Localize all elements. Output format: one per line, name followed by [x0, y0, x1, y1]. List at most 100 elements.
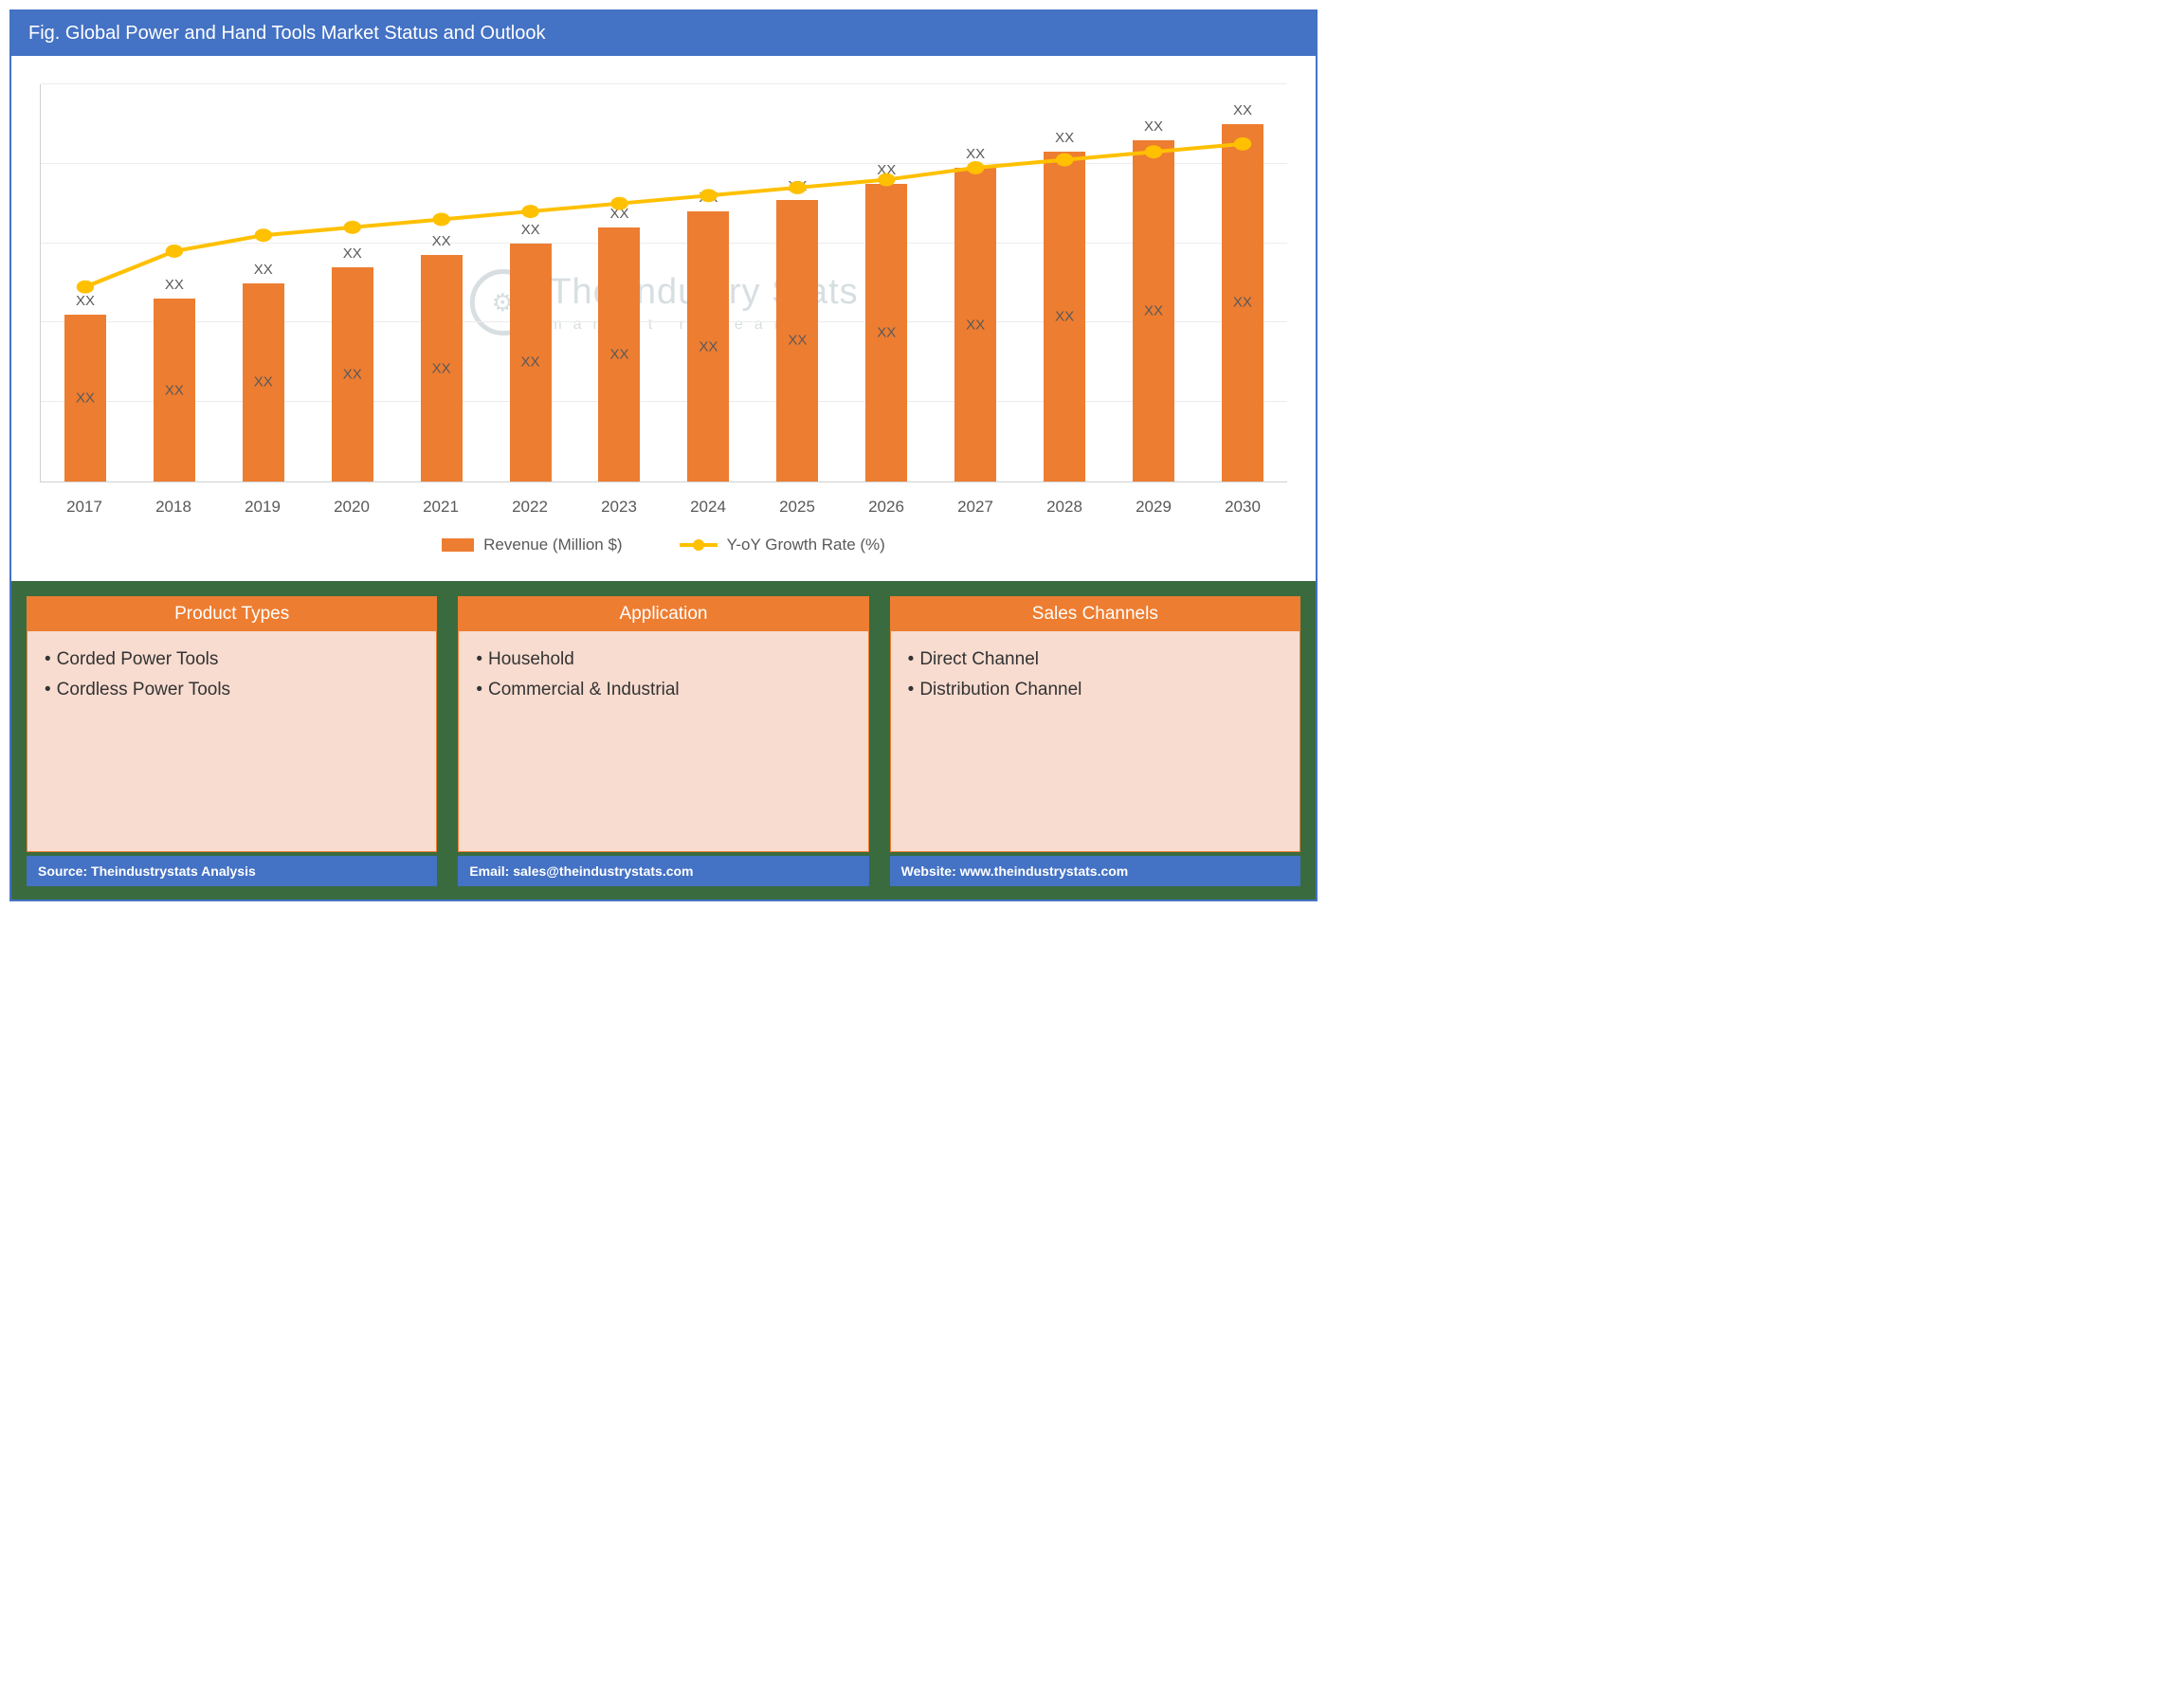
chart-region: ⚙ The Industry Stats market research XXX…	[11, 56, 1316, 581]
x-axis-year: 2025	[753, 490, 842, 517]
category-panels: Product TypesCorded Power ToolsCordless …	[11, 581, 1316, 856]
legend-revenue: Revenue (Million $)	[442, 536, 622, 554]
bar-column: XX XX	[842, 84, 931, 482]
bar-top-label: XX	[877, 162, 896, 178]
bar-column: XX XX	[486, 84, 575, 482]
footer-cell: Source: Theindustrystats Analysis	[27, 856, 437, 886]
line-swatch-icon	[680, 538, 718, 552]
panel-list: Corded Power ToolsCordless Power Tools	[27, 631, 436, 719]
bar-value-label: XX	[1133, 302, 1174, 318]
bar-top-label: XX	[609, 206, 628, 222]
bar-value-label: XX	[598, 346, 640, 362]
x-axis-year: 2020	[307, 490, 396, 517]
bar-value-label: XX	[954, 317, 996, 333]
panel-title: Application	[459, 597, 867, 631]
bar-column: XX XX	[1198, 84, 1287, 482]
revenue-bar: XX	[332, 267, 373, 482]
bar-top-label: XX	[1233, 102, 1252, 118]
x-axis-year: 2030	[1198, 490, 1287, 517]
x-axis-year: 2028	[1020, 490, 1109, 517]
bar-top-label: XX	[1055, 130, 1074, 146]
revenue-bar: XX	[954, 168, 996, 482]
bar-top-label: XX	[699, 190, 718, 206]
panel-list-item: Corded Power Tools	[45, 645, 419, 675]
bar-value-label: XX	[64, 391, 106, 407]
category-panel: Sales ChannelsDirect ChannelDistribution…	[890, 596, 1300, 852]
panel-list: HouseholdCommercial & Industrial	[459, 631, 867, 719]
revenue-bar: XX	[510, 244, 552, 482]
category-panel: ApplicationHouseholdCommercial & Industr…	[458, 596, 868, 852]
bar-value-label: XX	[243, 374, 284, 391]
panel-list-item: Cordless Power Tools	[45, 675, 419, 705]
bar-top-label: XX	[521, 222, 540, 238]
bar-value-label: XX	[154, 382, 195, 398]
revenue-bar: XX	[598, 227, 640, 482]
bar-column: XX XX	[1109, 84, 1198, 482]
bar-top-label: XX	[1144, 118, 1163, 135]
bar-top-label: XX	[165, 277, 184, 293]
bar-column: XX XX	[41, 84, 130, 482]
panel-list-item: Commercial & Industrial	[476, 675, 850, 705]
revenue-bar: XX	[776, 200, 818, 482]
revenue-bar: XX	[154, 299, 195, 482]
revenue-bar: XX	[64, 315, 106, 482]
bar-top-label: XX	[254, 262, 273, 278]
bar-value-label: XX	[865, 324, 907, 340]
x-axis-year: 2021	[396, 490, 485, 517]
x-axis-year: 2022	[485, 490, 574, 517]
footer-cell: Email: sales@theindustrystats.com	[458, 856, 868, 886]
x-axis-year: 2019	[218, 490, 307, 517]
bar-column: XX XX	[663, 84, 753, 482]
x-axis-year: 2027	[931, 490, 1020, 517]
legend-bar-label: Revenue (Million $)	[483, 536, 622, 554]
x-axis-year: 2026	[842, 490, 931, 517]
bar-column: XX XX	[931, 84, 1020, 482]
bar-column: XX XX	[130, 84, 219, 482]
x-axis-year: 2023	[574, 490, 663, 517]
bar-column: XX XX	[219, 84, 308, 482]
bar-value-label: XX	[687, 338, 729, 354]
revenue-bar: XX	[865, 184, 907, 482]
bar-top-label: XX	[76, 293, 95, 309]
x-axis-year: 2018	[129, 490, 218, 517]
panel-list-item: Direct Channel	[908, 645, 1282, 675]
x-axis-year: 2024	[663, 490, 753, 517]
category-panel: Product TypesCorded Power ToolsCordless …	[27, 596, 437, 852]
bar-value-label: XX	[332, 366, 373, 382]
bar-value-label: XX	[1222, 295, 1263, 311]
legend-line-label: Y-oY Growth Rate (%)	[727, 536, 885, 554]
revenue-bar: XX	[243, 283, 284, 482]
bar-top-label: XX	[432, 233, 451, 249]
bar-column: XX XX	[575, 84, 664, 482]
bar-top-label: XX	[966, 146, 985, 162]
panel-title: Sales Channels	[891, 597, 1300, 631]
bar-swatch-icon	[442, 538, 474, 552]
footer-cell: Website: www.theindustrystats.com	[890, 856, 1300, 886]
panel-list-item: Household	[476, 645, 850, 675]
revenue-bar: XX	[1133, 140, 1174, 482]
x-axis-year: 2017	[40, 490, 129, 517]
legend-growth: Y-oY Growth Rate (%)	[680, 536, 885, 554]
bar-column: XX XX	[753, 84, 842, 482]
bar-value-label: XX	[421, 360, 463, 376]
bar-value-label: XX	[510, 354, 552, 371]
panel-list: Direct ChannelDistribution Channel	[891, 631, 1300, 719]
figure-title-bar: Fig. Global Power and Hand Tools Market …	[11, 11, 1316, 56]
figure-container: Fig. Global Power and Hand Tools Market …	[9, 9, 1318, 901]
bar-top-label: XX	[788, 178, 807, 194]
panel-title: Product Types	[27, 597, 436, 631]
bar-column: XX XX	[1020, 84, 1109, 482]
bar-top-label: XX	[343, 245, 362, 262]
bar-value-label: XX	[776, 333, 818, 349]
revenue-bar: XX	[421, 255, 463, 482]
bar-column: XX XX	[397, 84, 486, 482]
bar-value-label: XX	[1044, 309, 1085, 325]
x-axis-labels: 2017201820192020202120222023202420252026…	[40, 490, 1287, 517]
bar-column: XX XX	[308, 84, 397, 482]
revenue-bar: XX	[1222, 124, 1263, 482]
revenue-bar: XX	[1044, 152, 1085, 482]
bars-group: XXXXXXXXXXXXXXXXXXXXXXXXXXXXXXXXXXXXXXXX…	[41, 84, 1287, 482]
chart-plot-area: ⚙ The Industry Stats market research XXX…	[40, 84, 1287, 482]
footer-bar: Source: Theindustrystats Analysis Email: …	[11, 856, 1316, 899]
chart-legend: Revenue (Million $) Y-oY Growth Rate (%)	[40, 517, 1287, 572]
